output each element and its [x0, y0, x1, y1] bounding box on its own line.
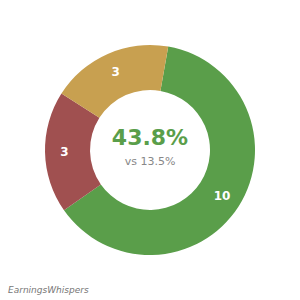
svg-text:3: 3 [111, 65, 119, 79]
svg-text:3: 3 [60, 145, 68, 159]
svg-text:EarningsWhispers: EarningsWhispers [8, 285, 89, 295]
svg-text:vs 13.5%: vs 13.5% [125, 155, 176, 168]
svg-text:10: 10 [214, 189, 231, 203]
svg-text:43.8%: 43.8% [112, 125, 188, 150]
